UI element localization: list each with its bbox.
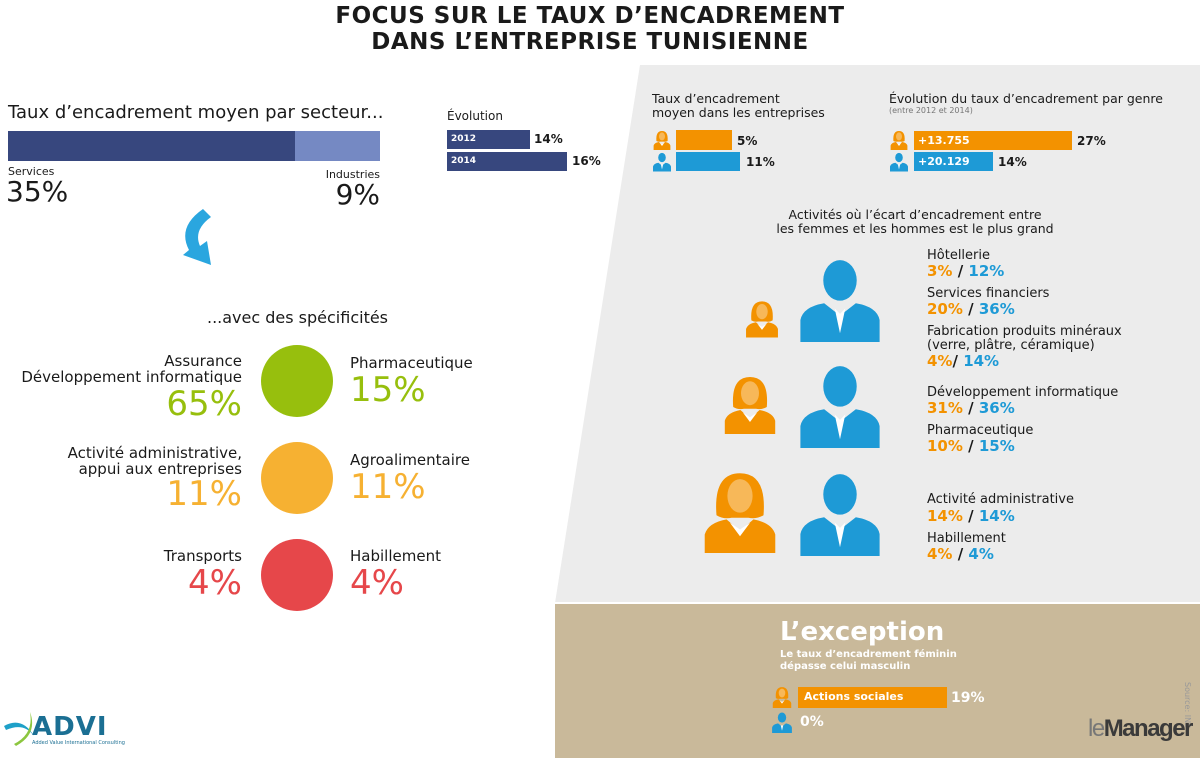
specific-right-label: Habillement bbox=[350, 547, 441, 565]
services-bar bbox=[8, 131, 295, 161]
specific-left-value: 11% bbox=[166, 474, 242, 514]
gap-label: Habillement bbox=[927, 531, 1006, 546]
gap-values: 31% / 36% bbox=[927, 399, 1015, 417]
gender-evolution-subheading: (entre 2012 et 2014) bbox=[889, 106, 973, 115]
gap-label: Hôtellerie bbox=[927, 248, 991, 263]
gender-female-bar: +13.755 bbox=[914, 131, 1072, 150]
specifics-heading: ...avec des spécificités bbox=[206, 308, 389, 327]
exception-female-value: 19% bbox=[951, 690, 985, 706]
gap-values: 14% / 14% bbox=[927, 507, 1015, 525]
woman-figure-large bbox=[698, 466, 782, 556]
specific-right-label: Agroalimentaire bbox=[350, 451, 470, 469]
evolution-bar-2014: 2014 bbox=[447, 152, 567, 171]
gap-values: 20% / 36% bbox=[927, 300, 1015, 318]
industries-value: 9% bbox=[335, 178, 380, 211]
exception-female-bar: Actions sociales bbox=[798, 687, 947, 708]
specific-right-value: 4% bbox=[350, 563, 404, 603]
yellow-circle bbox=[261, 442, 333, 514]
average-male-bar bbox=[676, 152, 740, 171]
gender-evolution-heading: Évolution du taux d’encadrement par genr… bbox=[889, 91, 1163, 106]
gap-values: 10% / 15% bbox=[927, 437, 1015, 455]
page-title: FOCUS SUR LE TAUX D’ENCADREMENT DANS L’EN… bbox=[335, 3, 845, 55]
specific-left-label: Activité administrative, appui aux entre… bbox=[67, 444, 242, 478]
gap-label: Activité administrative bbox=[927, 492, 1074, 507]
gap-heading: Activités où l’écart d’encadrement entre… bbox=[776, 207, 1054, 236]
evolution-bar-2012: 2012 bbox=[447, 130, 530, 149]
man-icon bbox=[652, 151, 672, 172]
woman-figure-medium bbox=[720, 360, 780, 448]
gender-male-value: 14% bbox=[998, 155, 1027, 169]
exception-title: L’exception bbox=[780, 617, 945, 647]
curved-arrow-icon bbox=[183, 209, 211, 265]
average-heading: Taux d’encadrement moyen dans les entrep… bbox=[652, 91, 825, 120]
man-figure bbox=[793, 468, 887, 556]
average-female-bar bbox=[676, 130, 732, 150]
average-male-value: 11% bbox=[746, 155, 775, 169]
lemanager-logo: leManager bbox=[1088, 715, 1193, 742]
exception-male-value: 0% bbox=[800, 714, 824, 730]
services-value: 35% bbox=[6, 175, 69, 208]
specific-right-label: Pharmaceutique bbox=[350, 354, 473, 372]
gap-label: Développement informatique bbox=[927, 385, 1119, 400]
exception-subtitle: Le taux d’encadrement féminin dépasse ce… bbox=[780, 649, 957, 672]
woman-figure-small bbox=[743, 296, 781, 341]
specific-left-label: Assurance Développement informatique bbox=[21, 352, 242, 386]
sector-heading: Taux d’encadrement moyen par secteur... bbox=[8, 102, 384, 123]
evolution-heading: Évolution bbox=[447, 109, 503, 123]
gap-label: Pharmaceutique bbox=[927, 423, 1034, 438]
specific-left-label: Transports bbox=[163, 547, 242, 565]
gap-values: 4% / 4% bbox=[927, 545, 994, 563]
gap-label: Fabrication produits minéraux (verre, pl… bbox=[927, 324, 1122, 353]
man-icon bbox=[889, 151, 909, 172]
evolution-value-2012: 14% bbox=[534, 132, 563, 146]
red-circle bbox=[261, 539, 333, 611]
gender-male-bar: +20.129 bbox=[914, 152, 993, 171]
specific-right-value: 11% bbox=[350, 467, 426, 507]
evolution-value-2014: 16% bbox=[572, 154, 601, 168]
specific-right-value: 15% bbox=[350, 370, 426, 410]
services-label: Services bbox=[8, 165, 55, 178]
woman-icon bbox=[771, 686, 793, 708]
specific-left-value: 65% bbox=[166, 384, 242, 424]
industries-label: Industries bbox=[325, 168, 380, 181]
gap-label: Services financiers bbox=[927, 286, 1050, 301]
gender-female-value: 27% bbox=[1077, 134, 1106, 148]
woman-icon bbox=[652, 129, 672, 151]
specific-left-value: 4% bbox=[188, 563, 242, 603]
woman-icon bbox=[889, 129, 909, 151]
average-female-value: 5% bbox=[737, 134, 758, 148]
man-figure bbox=[793, 360, 887, 448]
green-circle bbox=[261, 345, 333, 417]
man-figure bbox=[793, 254, 887, 342]
industries-bar bbox=[295, 131, 380, 161]
gap-values: 4%/ 14% bbox=[927, 352, 1000, 370]
gap-values: 3% / 12% bbox=[927, 262, 1005, 280]
man-icon bbox=[771, 711, 793, 733]
